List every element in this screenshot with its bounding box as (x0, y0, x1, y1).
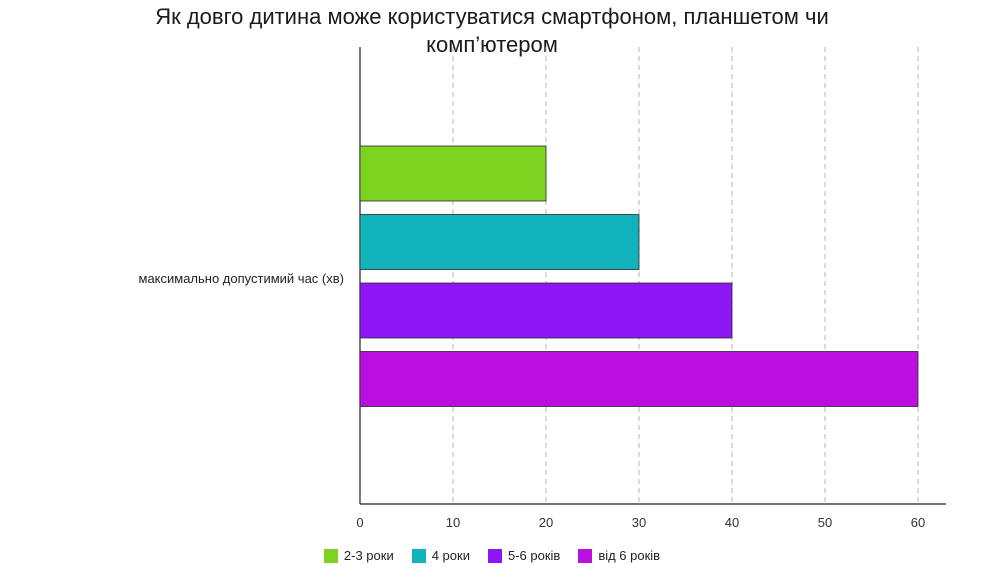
x-tick-label: 0 (356, 515, 363, 530)
legend-label: 2-3 роки (343, 548, 394, 563)
legend-swatch (323, 548, 338, 563)
legend-swatch (578, 548, 593, 563)
bar-2 (359, 214, 640, 270)
legend-label: 5-6 років (507, 548, 561, 563)
legend-item-4[interactable]: 4 роки (411, 548, 470, 563)
legend: 2-3 роки 4 роки 5-6 років від 6 років (0, 548, 984, 563)
x-tick-label: 30 (632, 515, 646, 530)
legend-swatch (487, 548, 502, 563)
chart-title-line-2: комп’ютером (426, 32, 558, 57)
bar-1 (359, 145, 547, 202)
x-tick-label: 40 (725, 515, 739, 530)
legend-label: 4 роки (431, 548, 470, 563)
chart-title-line-1: Як довго дитина може користуватися смарт… (155, 4, 829, 29)
legend-item-2-3[interactable]: 2-3 роки (323, 548, 394, 563)
legend-swatch (411, 548, 426, 563)
x-tick-label: 50 (818, 515, 832, 530)
x-tick-label: 10 (446, 515, 460, 530)
legend-item-6plus[interactable]: від 6 років (578, 548, 660, 563)
category-label: максимально допустимий час (хв) (138, 271, 345, 286)
bar-3 (359, 282, 733, 339)
legend-label: від 6 років (598, 548, 661, 563)
x-tick-label: 60 (911, 515, 925, 530)
x-tick-label: 20 (539, 515, 553, 530)
bar-4 (359, 351, 919, 407)
legend-item-5-6[interactable]: 5-6 років (487, 548, 561, 563)
